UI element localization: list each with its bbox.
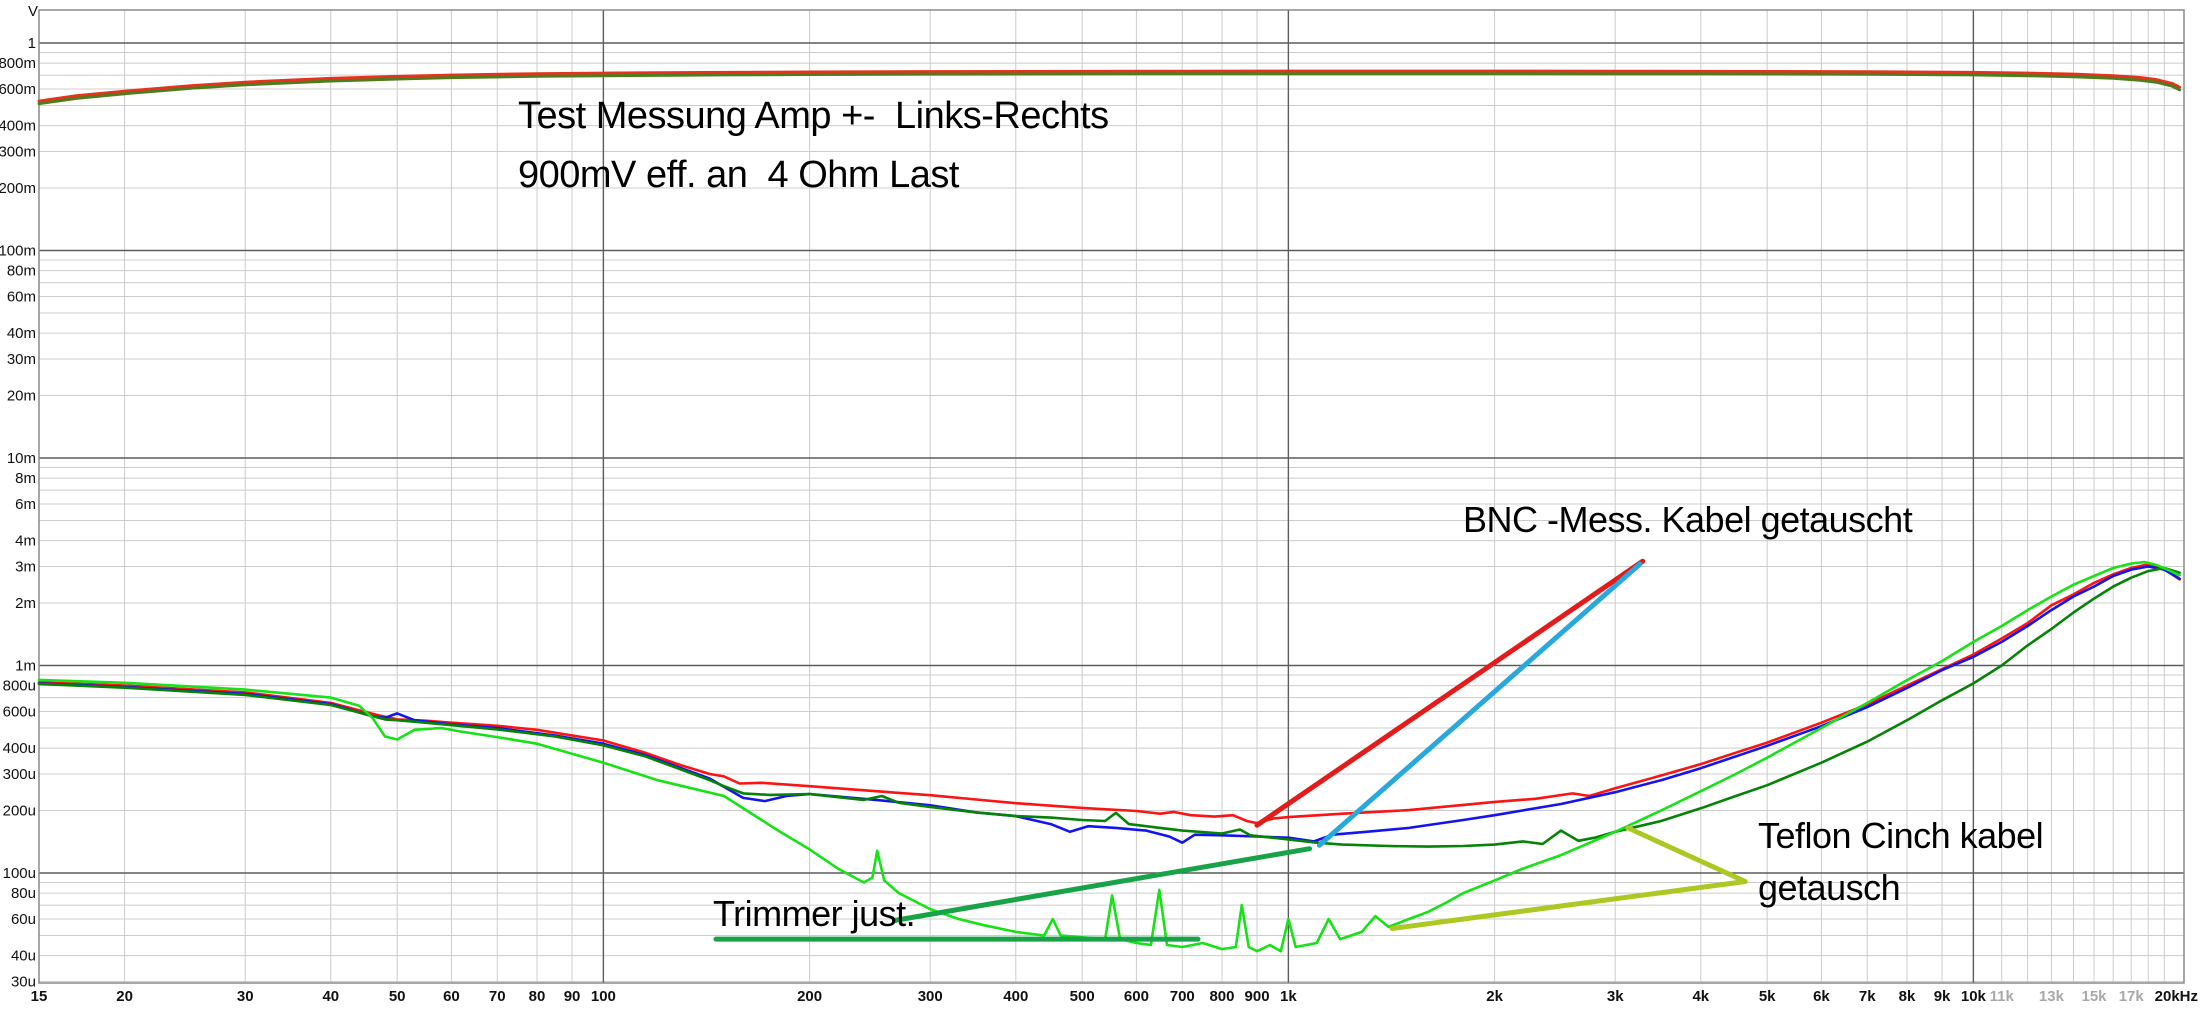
- x-tick-label: 900: [1245, 988, 1270, 1005]
- x-tick-label: 40: [322, 988, 339, 1005]
- y-tick-label: 800u: [3, 678, 36, 695]
- series-noise-green-dark: [37, 566, 2181, 848]
- x-tick-label: 8k: [1899, 988, 1916, 1005]
- bnc-leader-red: [1254, 558, 1646, 828]
- y-tick-label: 20m: [7, 388, 36, 405]
- x-tick-label: 15: [31, 988, 48, 1005]
- x-tick-label: 500: [1070, 988, 1095, 1005]
- x-tick-label: 300: [918, 988, 943, 1005]
- y-tick-label: 1: [28, 35, 36, 52]
- y-tick-label: 400m: [0, 118, 36, 135]
- series-amp-response-red: [37, 69, 2182, 103]
- y-tick-label: 4m: [15, 533, 36, 550]
- trimmer-annotation: Trimmer just.: [713, 893, 916, 934]
- y-tick-label: 200m: [0, 180, 36, 197]
- x-tick-label: 50: [389, 988, 406, 1005]
- y-tick-label: 40m: [7, 325, 36, 342]
- y-tick-label: 2m: [15, 595, 36, 612]
- x-tick-label: 70: [489, 988, 506, 1005]
- y-tick-label: 400u: [3, 740, 36, 757]
- x-tick-label: 200: [797, 988, 822, 1005]
- x-tick-label: 13k: [2039, 988, 2065, 1005]
- x-tick-label: 15k: [2081, 988, 2107, 1005]
- y-tick-label: 300m: [0, 143, 36, 160]
- series-noise-red: [37, 563, 2181, 825]
- x-tick-label: 10k: [1961, 988, 1987, 1005]
- y-tick-label: 60m: [7, 289, 36, 306]
- x-tick-label: 700: [1170, 988, 1195, 1005]
- x-tick-label: 6k: [1813, 988, 1830, 1005]
- y-tick-label: 300u: [3, 766, 36, 783]
- x-tick-label: 11k: [1990, 988, 2015, 1005]
- teflon-cable-annotation-line2: getausch: [1758, 867, 1901, 908]
- x-tick-label: 400: [1003, 988, 1028, 1005]
- x-tick-label: 90: [564, 988, 581, 1005]
- y-tick-label: 200u: [3, 803, 36, 820]
- series-noise-blue: [37, 565, 2181, 845]
- y-tick-label: 30u: [11, 973, 36, 990]
- y-tick-label: 60u: [11, 911, 36, 928]
- x-tick-label: 100: [591, 988, 616, 1005]
- x-tick-label: 80: [529, 988, 546, 1005]
- y-tick-label: 100m: [0, 243, 36, 260]
- y-tick-label: 100u: [3, 865, 36, 882]
- x-tick-label: 20kHz: [2155, 988, 2198, 1005]
- y-tick-label: 6m: [15, 496, 36, 513]
- x-tick-label: 17k: [2119, 988, 2145, 1005]
- y-tick-label: 10m: [7, 450, 36, 467]
- x-tick-label: 800: [1209, 988, 1234, 1005]
- teflon-leader: [1389, 825, 1748, 931]
- y-tick-label: 80m: [7, 263, 36, 280]
- y-tick-label: 3m: [15, 558, 36, 575]
- x-tick-label: 4k: [1692, 988, 1709, 1005]
- series-amp-response-green: [37, 72, 2182, 106]
- x-tick-label: 2k: [1486, 988, 1503, 1005]
- y-tick-label: 600m: [0, 81, 36, 98]
- x-tick-label: 1k: [1280, 988, 1297, 1005]
- x-tick-label: 60: [443, 988, 460, 1005]
- chart-title-line2: 900mV eff. an 4 Ohm Last: [518, 154, 959, 196]
- bnc-leader-cyan: [1316, 561, 1643, 848]
- x-tick-label: 30: [237, 988, 254, 1005]
- y-axis-unit-label: V: [28, 3, 38, 20]
- y-tick-label: 80u: [11, 885, 36, 902]
- series-noise-green-light: [37, 560, 2181, 953]
- x-tick-label: 7k: [1859, 988, 1876, 1005]
- x-tick-label: 600: [1124, 988, 1149, 1005]
- trimmer-leader-diagonal: [891, 846, 1313, 923]
- y-tick-label: 600u: [3, 704, 36, 721]
- y-tick-label: 800m: [0, 55, 36, 72]
- teflon-cable-annotation-line1: Teflon Cinch kabel: [1758, 815, 2044, 856]
- x-tick-label: 9k: [1934, 988, 1951, 1005]
- bnc-cable-annotation: BNC -Mess. Kabel getauscht: [1463, 499, 1913, 540]
- y-tick-label: 1m: [15, 658, 36, 675]
- y-tick-label: 8m: [15, 470, 36, 487]
- plot-frame: [38, 9, 2185, 984]
- x-tick-label: 5k: [1759, 988, 1776, 1005]
- x-tick-label: 20: [116, 988, 133, 1005]
- chart-title-line1: Test Messung Amp +- Links-Rechts: [518, 95, 1109, 137]
- x-tick-label: 3k: [1607, 988, 1624, 1005]
- y-tick-label: 30m: [7, 351, 36, 368]
- y-tick-label: 40u: [11, 948, 36, 965]
